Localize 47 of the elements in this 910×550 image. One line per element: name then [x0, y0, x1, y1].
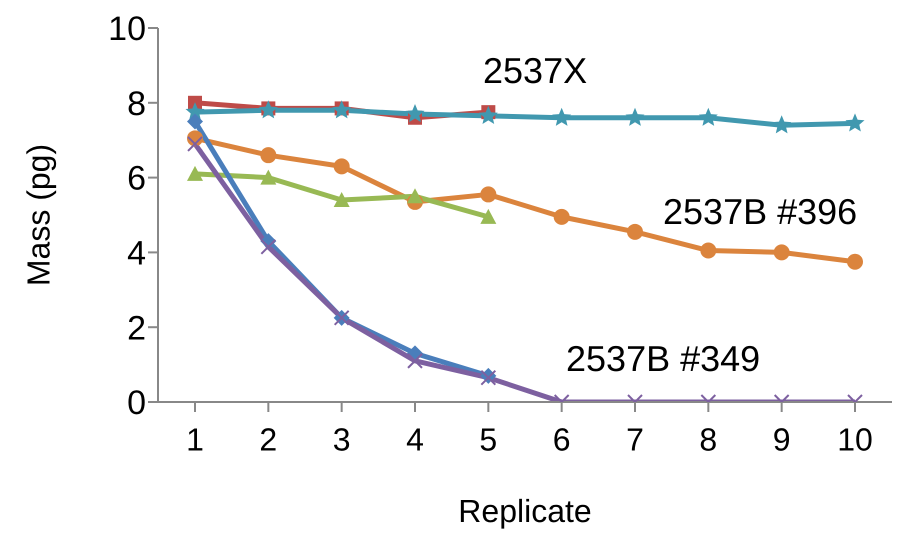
point: [334, 192, 350, 208]
point: [480, 186, 496, 202]
point: [700, 242, 716, 259]
point: [847, 254, 863, 270]
point: [698, 108, 718, 126]
point: [334, 158, 350, 174]
x-tick-label: 8: [699, 422, 718, 458]
point: [407, 352, 423, 369]
x-tick-label: 1: [186, 422, 204, 458]
point: [260, 147, 276, 164]
point: [772, 115, 792, 134]
point: [332, 100, 352, 118]
point: [774, 244, 790, 260]
y-tick-label: 8: [127, 84, 146, 123]
point: [625, 108, 645, 126]
point: [260, 170, 276, 185]
point: [405, 104, 425, 122]
x-tick-label: 9: [772, 422, 791, 458]
point: [258, 100, 278, 118]
y-axis-title: Mass (pg): [20, 144, 56, 286]
x-tick-label: 4: [406, 422, 424, 458]
point: [187, 136, 203, 152]
point: [187, 166, 203, 181]
x-tick-label: 6: [552, 422, 571, 458]
point: [627, 224, 643, 240]
x-tick-label: 3: [332, 422, 351, 458]
y-tick-label: 4: [127, 234, 146, 272]
point: [260, 238, 276, 255]
x-tick-label: 2: [259, 422, 278, 458]
point: [480, 208, 496, 224]
annotation: 2537B #349: [566, 338, 760, 380]
x-axis-title: Replicate: [458, 493, 592, 529]
point: [187, 114, 203, 130]
annotation: 2537X: [483, 50, 588, 92]
point: [478, 106, 498, 124]
point: [407, 188, 423, 204]
y-tick-label: 6: [127, 160, 146, 198]
point: [554, 208, 570, 225]
x-tick-label: 7: [626, 422, 644, 458]
y-tick-label: 0: [127, 384, 146, 422]
y-tick-label: 10: [108, 10, 146, 48]
y-tick-label: 2: [127, 309, 146, 348]
annotation: 2537B #396: [663, 191, 858, 233]
x-tick-label: 5: [479, 422, 498, 458]
point: [845, 113, 865, 132]
x-tick-label: 10: [837, 422, 873, 458]
point: [552, 108, 572, 126]
